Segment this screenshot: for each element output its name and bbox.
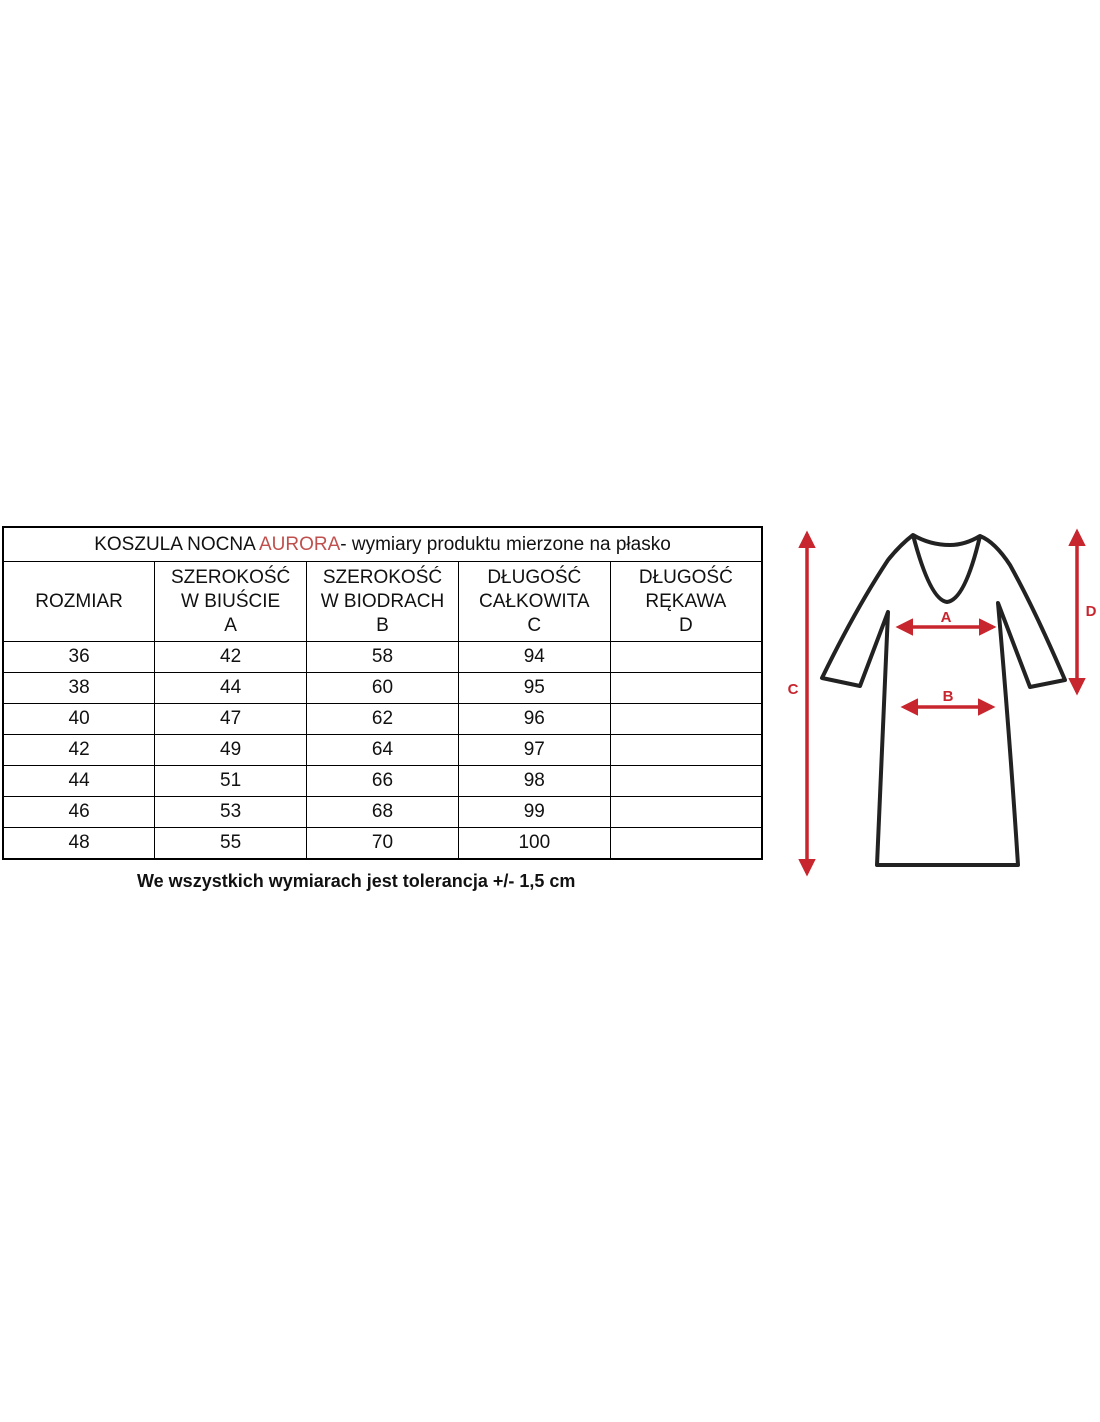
table-cell: 53: [154, 796, 308, 828]
size-chart-table: KOSZULA NOCNA AURORA- wymiary produktu m…: [2, 526, 763, 860]
table-cell: 46: [2, 796, 156, 828]
table-cell: 60: [306, 672, 459, 704]
table-cell: 100: [457, 827, 611, 860]
header-line: B: [376, 614, 389, 636]
header-line: SZEROKOŚĆ: [170, 566, 291, 588]
table-cell: [609, 641, 763, 673]
header-line: ROZMIAR: [35, 590, 123, 612]
header-line: C: [527, 614, 542, 636]
column-header: DŁUGOŚĆ RĘKAWA D: [609, 561, 763, 642]
table-row: 44 51 66 98: [2, 765, 763, 797]
label-d: D: [1086, 603, 1097, 620]
table-cell: 68: [306, 796, 459, 828]
header-line: RĘKAWA: [645, 590, 727, 612]
header-line: CAŁKOWITA: [479, 590, 590, 612]
table-cell: [609, 672, 763, 704]
table-cell: 42: [154, 641, 308, 673]
table-cell: 42: [2, 734, 156, 766]
table-cell: [609, 827, 763, 860]
table-cell: [609, 796, 763, 828]
table-row: 46 53 68 99: [2, 796, 763, 828]
label-a: A: [941, 609, 952, 626]
tolerance-note: We wszystkich wymiarach jest tolerancja …: [137, 871, 576, 891]
table-cell: 36: [2, 641, 156, 673]
header-line: A: [224, 614, 237, 636]
table-cell: 97: [457, 734, 611, 766]
header-line: D: [678, 614, 693, 636]
table-cell: 58: [306, 641, 459, 673]
table-cell: 94: [457, 641, 611, 673]
table-cell: 99: [457, 796, 611, 828]
column-header: DŁUGOŚĆ CAŁKOWITA C: [457, 561, 611, 642]
table-row: 48 55 70 100: [2, 827, 763, 860]
table-cell: 95: [457, 672, 611, 704]
table-cell: 70: [306, 827, 459, 860]
header-line: SZEROKOŚĆ: [322, 566, 443, 588]
table-row: 42 49 64 97: [2, 734, 763, 766]
column-header: SZEROKOŚĆ W BIODRACH B: [306, 561, 459, 642]
table-cell: 44: [154, 672, 308, 704]
table-cell: [609, 703, 763, 735]
header-line: W BIODRACH: [320, 590, 445, 612]
label-c: C: [788, 681, 799, 698]
table-row: 36 42 58 94: [2, 641, 763, 673]
header-line: DŁUGOŚĆ: [487, 566, 582, 588]
product-name: AURORA: [258, 533, 341, 555]
header-line: DŁUGOŚĆ: [638, 566, 733, 588]
table-cell: 55: [154, 827, 308, 860]
table-row: 38 44 60 95: [2, 672, 763, 704]
table-cell: 40: [2, 703, 156, 735]
label-b: B: [943, 688, 954, 705]
table-cell: 64: [306, 734, 459, 766]
table-cell: 47: [154, 703, 308, 735]
header-line: W BIUŚCIE: [181, 590, 281, 612]
dress-outline: [820, 533, 1067, 867]
table-cell: 96: [457, 703, 611, 735]
